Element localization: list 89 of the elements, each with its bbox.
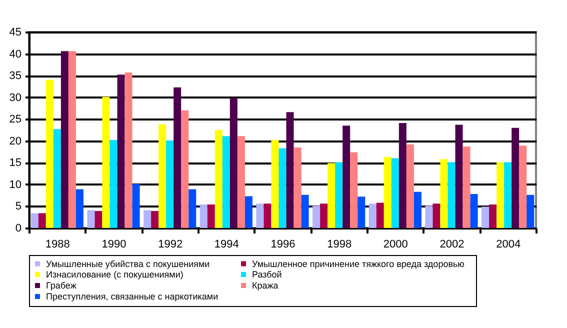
bar	[312, 206, 320, 228]
bar	[102, 96, 110, 228]
bar	[358, 196, 366, 228]
bar	[60, 51, 68, 228]
bar	[117, 74, 125, 228]
bar	[391, 158, 399, 228]
bar	[256, 204, 264, 228]
bar	[237, 136, 245, 228]
bar	[68, 51, 76, 228]
bar	[144, 210, 152, 228]
bar	[328, 163, 336, 228]
bar	[335, 162, 343, 228]
x-tick-label: 1992	[158, 238, 183, 250]
bar	[455, 124, 463, 228]
legend-label: Преступления, связанные с наркотиками	[46, 292, 218, 302]
x-tick-label: 1996	[270, 238, 296, 250]
bar	[294, 147, 302, 228]
bar	[38, 213, 46, 228]
bar	[406, 144, 414, 228]
bar	[350, 152, 358, 228]
bar	[278, 148, 286, 228]
y-tick-label: 20	[9, 135, 22, 148]
bar	[470, 194, 478, 228]
bar	[151, 211, 159, 228]
bar	[414, 192, 422, 228]
bar	[158, 124, 166, 228]
y-tick-label: 5	[15, 200, 22, 213]
x-tick-label: 2002	[440, 238, 464, 250]
bar	[342, 126, 350, 228]
bar	[519, 146, 527, 228]
bar	[207, 204, 215, 228]
bar	[489, 204, 497, 228]
bar	[526, 194, 534, 228]
bar	[124, 72, 132, 228]
bar	[512, 128, 520, 228]
bar	[398, 123, 406, 228]
bar	[425, 206, 433, 228]
y-tick-label: 40	[9, 48, 22, 60]
y-tick-label: 10	[9, 178, 22, 191]
bar	[368, 204, 376, 228]
bar	[200, 204, 208, 228]
bar	[301, 194, 309, 228]
bar	[264, 204, 272, 228]
bar	[432, 204, 440, 228]
bar	[110, 140, 118, 228]
legend-label: Умышленное причинение тяжкого вреда здоровью	[252, 258, 465, 269]
bar	[87, 210, 95, 228]
y-tick-label: 0	[15, 222, 22, 234]
bar	[384, 157, 392, 228]
x-tick-label: 2004	[496, 238, 521, 250]
legend-label: Изнасилование (с покушениями)	[46, 270, 184, 280]
bar	[376, 202, 384, 228]
bar	[30, 213, 38, 228]
bar	[94, 211, 102, 228]
y-tick-label: 45	[9, 26, 22, 38]
bar	[496, 162, 504, 228]
x-tick-label: 2000	[383, 238, 408, 250]
bar	[504, 162, 512, 228]
bar	[448, 162, 456, 228]
bar	[244, 196, 252, 228]
legend-label: Разбой	[252, 270, 282, 280]
bar	[271, 140, 279, 228]
bar	[482, 206, 490, 228]
x-tick-label: 1988	[45, 238, 70, 250]
bar	[166, 140, 174, 228]
bar	[76, 189, 84, 228]
bar	[53, 129, 61, 228]
y-tick-label: 25	[9, 114, 22, 126]
x-tick-label: 1990	[102, 238, 126, 250]
bar	[132, 184, 140, 228]
y-tick-label: 15	[9, 157, 22, 170]
legend-label: Кража	[252, 280, 278, 290]
bar	[222, 136, 230, 228]
bar	[188, 189, 196, 228]
bar	[230, 98, 238, 228]
x-tick-label: 1994	[214, 238, 239, 250]
bar	[214, 130, 222, 228]
x-tick-label: 1998	[327, 238, 352, 250]
y-tick-label: 35	[9, 70, 22, 82]
legend-label: Умышленные убийства с покушениями	[46, 258, 210, 269]
bar	[320, 204, 328, 228]
bar	[286, 112, 294, 228]
bar	[440, 159, 448, 228]
y-tick-label: 30	[9, 92, 22, 104]
bar	[174, 87, 182, 228]
bar	[46, 80, 54, 228]
bar	[181, 110, 189, 228]
legend-label: Грабеж	[46, 280, 76, 290]
bar	[462, 146, 470, 228]
